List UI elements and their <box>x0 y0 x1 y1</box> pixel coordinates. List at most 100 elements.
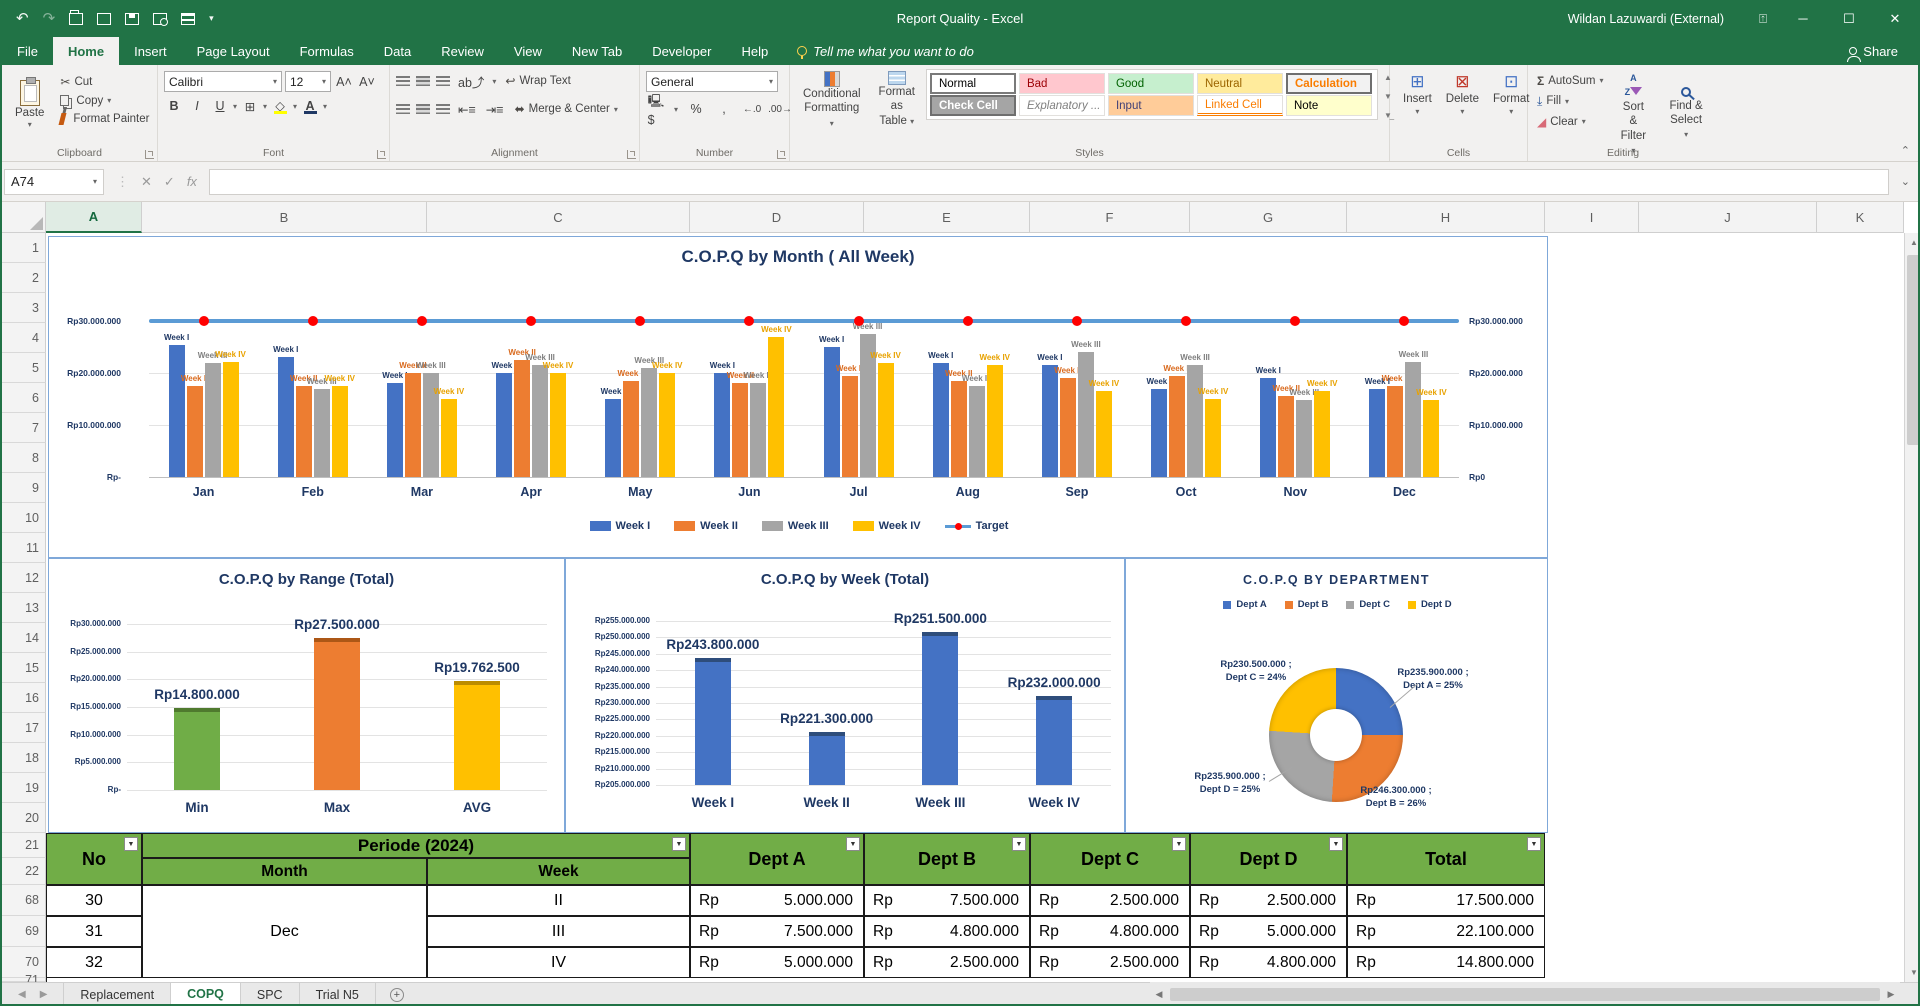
accounting-format-icon[interactable]: 🖳$ <box>646 99 666 119</box>
row-header-20[interactable]: 20 <box>2 803 46 833</box>
conditional-formatting-button[interactable]: ConditionalFormatting ▾ <box>796 69 868 132</box>
filter-icon[interactable]: ▼ <box>1329 837 1343 851</box>
borders-icon[interactable]: ⊞ <box>240 96 260 116</box>
week-chart[interactable]: C.O.P.Q by Week (Total)Rp255.000.000Rp25… <box>565 558 1125 833</box>
row-header-1[interactable]: 1 <box>2 233 46 263</box>
column-header-C[interactable]: C <box>427 202 690 233</box>
row-header-19[interactable]: 19 <box>2 773 46 803</box>
sheet-nav-left-icon[interactable]: ◀ <box>18 989 26 1000</box>
row-header-68[interactable]: 68 <box>2 885 46 916</box>
style-linked-cell[interactable]: Linked Cell <box>1197 95 1283 116</box>
delete-cells-button[interactable]: ⊠Delete▾ <box>1439 69 1486 119</box>
horizontal-scroll-thumb[interactable] <box>1170 988 1880 1001</box>
row-header-9[interactable]: 9 <box>2 473 46 503</box>
row-header-6[interactable]: 6 <box>2 383 46 413</box>
sort-filter-button[interactable]: AZ Sort &Filter ▾ <box>1611 69 1657 159</box>
table-header-month[interactable]: Month <box>142 858 427 885</box>
fill-color-icon[interactable]: ◇ <box>270 96 290 116</box>
font-size-combo[interactable]: 12▾ <box>285 71 331 92</box>
number-format-combo[interactable]: General▾ <box>646 71 778 92</box>
scroll-up-icon[interactable]: ▲ <box>1905 233 1920 252</box>
style-good[interactable]: Good <box>1108 73 1194 94</box>
sheet-nav-right-icon[interactable]: ▶ <box>40 989 48 1000</box>
style-note[interactable]: Note <box>1286 95 1372 116</box>
qat-customize-icon[interactable]: ▾ <box>209 14 214 23</box>
table-header-total[interactable]: Total▼ <box>1347 833 1545 885</box>
style-neutral[interactable]: Neutral <box>1197 73 1283 94</box>
table-cell-c[interactable]: Rp4.800.000 <box>1030 916 1190 947</box>
table-header-dept-a[interactable]: Dept A▼ <box>690 833 864 885</box>
scroll-down-icon[interactable]: ▼ <box>1905 963 1920 982</box>
table-cell-b[interactable]: Rp2.500.000 <box>864 947 1030 978</box>
column-header-F[interactable]: F <box>1030 202 1190 233</box>
comma-icon[interactable]: , <box>714 99 734 119</box>
maximize-button[interactable]: ☐ <box>1826 0 1872 37</box>
ribbon-tab-new-tab[interactable]: New Tab <box>557 37 637 65</box>
save-icon[interactable] <box>125 13 139 25</box>
table-header-dept-d[interactable]: Dept D▼ <box>1190 833 1347 885</box>
paste-button[interactable]: Paste▾ <box>8 69 51 141</box>
table-cell-no[interactable]: 30 <box>46 885 142 916</box>
row-header-16[interactable]: 16 <box>2 683 46 713</box>
filter-icon[interactable]: ▼ <box>1012 837 1026 851</box>
style-normal[interactable]: Normal <box>930 73 1016 94</box>
table-cell-c[interactable]: Rp2.500.000 <box>1030 885 1190 916</box>
find-select-button[interactable]: Find &Select ▾ <box>1660 69 1712 159</box>
ribbon-tab-data[interactable]: Data <box>369 37 426 65</box>
ribbon-tab-formulas[interactable]: Formulas <box>285 37 369 65</box>
font-color-icon[interactable]: A <box>300 96 320 116</box>
wrap-text-button[interactable]: ↩Wrap Text <box>502 73 573 90</box>
column-header-B[interactable]: B <box>142 202 427 233</box>
fill-button[interactable]: ⤓Fill▾ <box>1534 92 1607 110</box>
cancel-formula-icon[interactable]: ✕ <box>141 174 152 190</box>
table-cell-total[interactable]: Rp17.500.000 <box>1347 885 1545 916</box>
undo-icon[interactable]: ↶ <box>16 11 29 26</box>
row-header-69[interactable]: 69 <box>2 916 46 947</box>
decrease-decimal-icon[interactable]: .00→ <box>770 99 790 119</box>
column-header-K[interactable]: K <box>1817 202 1904 233</box>
ribbon-tab-developer[interactable]: Developer <box>637 37 726 65</box>
table-cell-b[interactable]: Rp7.500.000 <box>864 885 1030 916</box>
cut-button[interactable]: ✂Cut <box>57 73 152 90</box>
decrease-font-icon[interactable]: A˅ <box>357 72 377 92</box>
expand-formula-bar-icon[interactable]: ⌄ <box>1893 175 1918 188</box>
sheet-tab-spc[interactable]: SPC <box>241 983 300 1006</box>
ribbon-tab-review[interactable]: Review <box>426 37 499 65</box>
new-sheet-button[interactable]: + <box>376 983 418 1006</box>
copy-button[interactable]: Copy▾ <box>57 93 152 108</box>
row-header-7[interactable]: 7 <box>2 413 46 443</box>
bold-button[interactable]: B <box>164 96 184 116</box>
row-header-3[interactable]: 3 <box>2 293 46 323</box>
table-cell-d[interactable]: Rp5.000.000 <box>1190 916 1347 947</box>
table-cell-a[interactable]: Rp7.500.000 <box>690 916 864 947</box>
tell-me-box[interactable]: Tell me what you want to do <box>783 37 988 65</box>
filter-icon[interactable]: ▼ <box>672 837 686 851</box>
account-user[interactable]: Wildan Lazuwardi (External) <box>1568 12 1724 26</box>
sheet-canvas[interactable]: C.O.P.Q by Month ( All Week)Rp30.000.000… <box>46 233 1904 982</box>
row-header-17[interactable]: 17 <box>2 713 46 743</box>
filter-icon[interactable]: ▼ <box>1172 837 1186 851</box>
column-header-J[interactable]: J <box>1639 202 1817 233</box>
table-cell-no[interactable]: 31 <box>46 916 142 947</box>
table-header-dept-c[interactable]: Dept C▼ <box>1030 833 1190 885</box>
decrease-indent-icon[interactable]: ⇤≡ <box>456 99 478 119</box>
ribbon-tab-home[interactable]: Home <box>53 37 119 65</box>
align-right-icon[interactable] <box>436 104 450 114</box>
number-dialog-launcher[interactable] <box>777 150 786 159</box>
table-header-dept-b[interactable]: Dept B▼ <box>864 833 1030 885</box>
font-family-combo[interactable]: Calibri▾ <box>164 71 282 92</box>
scroll-left-icon[interactable]: ◀ <box>1150 989 1168 1000</box>
filter-icon[interactable]: ▼ <box>846 837 860 851</box>
style-calculation[interactable]: Calculation <box>1286 73 1372 94</box>
row-header-22[interactable]: 22 <box>2 858 46 885</box>
align-middle-icon[interactable] <box>416 76 430 86</box>
align-left-icon[interactable] <box>396 104 410 114</box>
horizontal-scrollbar[interactable]: ◀ ▶ <box>1150 982 1900 1006</box>
row-header-4[interactable]: 4 <box>2 323 46 353</box>
table-cell-week[interactable]: III <box>427 916 690 947</box>
close-button[interactable]: ✕ <box>1872 0 1918 37</box>
row-header-10[interactable]: 10 <box>2 503 46 533</box>
format-as-table-button[interactable]: Format asTable ▾ <box>872 69 922 130</box>
open-icon[interactable] <box>69 13 83 25</box>
row-header-2[interactable]: 2 <box>2 263 46 293</box>
